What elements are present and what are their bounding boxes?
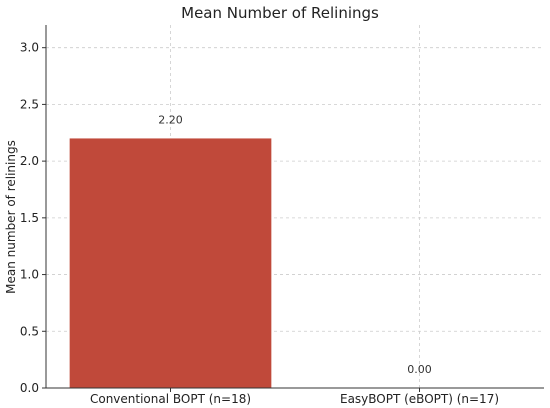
data-label: 0.00 — [407, 363, 432, 376]
x-tick-label: EasyBOPT (eBOPT) (n=17) — [340, 392, 499, 406]
bar — [69, 138, 272, 388]
x-tick-label: Conventional BOPT (n=18) — [90, 392, 251, 406]
chart-title: Mean Number of Relinings — [181, 4, 379, 22]
y-axis-label: Mean number of relinings — [4, 140, 18, 294]
y-tick-label: 1.0 — [20, 268, 39, 282]
y-tick-label: 3.0 — [20, 41, 39, 55]
axes — [45, 25, 544, 389]
y-tick-label: 0.0 — [20, 381, 39, 395]
data-label: 2.20 — [158, 113, 183, 126]
y-tick-label: 2.0 — [20, 154, 39, 168]
bars — [69, 138, 272, 388]
y-tick-label: 2.5 — [20, 97, 39, 111]
y-ticks: 0.0 0.5 1.0 1.5 2.0 2.5 3.0 — [20, 41, 46, 395]
x-ticks: Conventional BOPT (n=18) EasyBOPT (eBOPT)… — [90, 388, 499, 406]
y-tick-label: 1.5 — [20, 211, 39, 225]
y-tick-label: 0.5 — [20, 324, 39, 338]
data-labels: 2.20 0.00 — [158, 113, 432, 376]
